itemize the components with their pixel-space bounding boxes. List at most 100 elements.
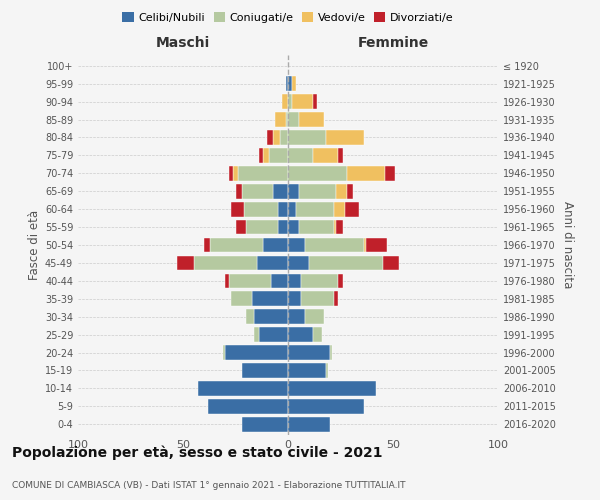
Bar	[366, 238, 387, 252]
Bar	[288, 184, 299, 198]
Bar	[274, 184, 288, 198]
Bar	[274, 130, 280, 145]
Bar	[288, 328, 313, 342]
Bar	[280, 130, 288, 145]
Bar	[282, 94, 288, 109]
Bar	[288, 130, 326, 145]
Bar	[288, 310, 305, 324]
Text: COMUNE DI CAMBIASCA (VB) - Dati ISTAT 1° gennaio 2021 - Elaborazione TUTTITALIA.: COMUNE DI CAMBIASCA (VB) - Dati ISTAT 1°…	[12, 480, 406, 490]
Bar	[271, 274, 288, 288]
Bar	[345, 202, 359, 216]
Bar	[326, 363, 328, 378]
Bar	[364, 238, 366, 252]
Bar	[330, 345, 332, 360]
Bar	[257, 256, 288, 270]
Bar	[313, 328, 322, 342]
Bar	[267, 130, 274, 145]
Bar	[313, 94, 317, 109]
Bar	[204, 238, 210, 252]
Bar	[259, 328, 288, 342]
Text: Femmine: Femmine	[358, 36, 428, 50]
Bar	[235, 184, 242, 198]
Bar	[233, 166, 238, 180]
Bar	[338, 274, 343, 288]
Bar	[288, 166, 347, 180]
Bar	[337, 220, 343, 234]
Bar	[208, 399, 288, 413]
Bar	[254, 328, 259, 342]
Bar	[334, 292, 338, 306]
Bar	[198, 381, 288, 396]
Bar	[223, 345, 225, 360]
Bar	[301, 292, 334, 306]
Bar	[288, 417, 330, 432]
Bar	[313, 148, 338, 162]
Bar	[334, 220, 337, 234]
Bar	[288, 345, 330, 360]
Bar	[299, 220, 334, 234]
Bar	[305, 238, 364, 252]
Bar	[292, 76, 296, 91]
Bar	[299, 184, 337, 198]
Text: Popolazione per età, sesso e stato civile - 2021: Popolazione per età, sesso e stato civil…	[12, 446, 383, 460]
Bar	[288, 148, 313, 162]
Bar	[288, 202, 296, 216]
Bar	[259, 148, 263, 162]
Bar	[385, 166, 395, 180]
Bar	[288, 274, 301, 288]
Bar	[288, 363, 326, 378]
Bar	[338, 148, 343, 162]
Y-axis label: Anni di nascita: Anni di nascita	[561, 202, 574, 288]
Bar	[229, 166, 233, 180]
Bar	[263, 148, 269, 162]
Bar	[326, 130, 364, 145]
Bar	[288, 238, 305, 252]
Bar	[232, 202, 244, 216]
Bar	[288, 256, 309, 270]
Bar	[288, 220, 299, 234]
Bar	[288, 381, 376, 396]
Bar	[347, 166, 385, 180]
Bar	[235, 220, 246, 234]
Bar	[254, 310, 288, 324]
Bar	[292, 94, 313, 109]
Bar	[309, 256, 383, 270]
Bar	[238, 166, 288, 180]
Y-axis label: Fasce di età: Fasce di età	[28, 210, 41, 280]
Bar	[269, 148, 288, 162]
Bar	[252, 292, 288, 306]
Bar	[277, 220, 288, 234]
Bar	[229, 274, 271, 288]
Bar	[225, 345, 288, 360]
Bar	[244, 202, 277, 216]
Bar	[288, 112, 299, 127]
Bar	[242, 417, 288, 432]
Legend: Celibi/Nubili, Coniugati/e, Vedovi/e, Divorziati/e: Celibi/Nubili, Coniugati/e, Vedovi/e, Di…	[118, 8, 458, 28]
Bar	[277, 202, 288, 216]
Bar	[334, 202, 344, 216]
Bar	[288, 292, 301, 306]
Bar	[232, 292, 252, 306]
Bar	[301, 274, 338, 288]
Bar	[383, 256, 400, 270]
Bar	[246, 220, 277, 234]
Bar	[347, 184, 353, 198]
Bar	[193, 256, 257, 270]
Bar	[246, 310, 254, 324]
Bar	[337, 184, 347, 198]
Bar	[299, 112, 324, 127]
Bar	[211, 238, 263, 252]
Bar	[263, 238, 288, 252]
Bar	[225, 274, 229, 288]
Bar	[305, 310, 324, 324]
Bar	[286, 112, 288, 127]
Bar	[176, 256, 193, 270]
Bar	[242, 363, 288, 378]
Bar	[288, 94, 292, 109]
Bar	[286, 76, 288, 91]
Bar	[242, 184, 274, 198]
Bar	[288, 399, 364, 413]
Bar	[296, 202, 334, 216]
Bar	[288, 76, 292, 91]
Bar	[275, 112, 286, 127]
